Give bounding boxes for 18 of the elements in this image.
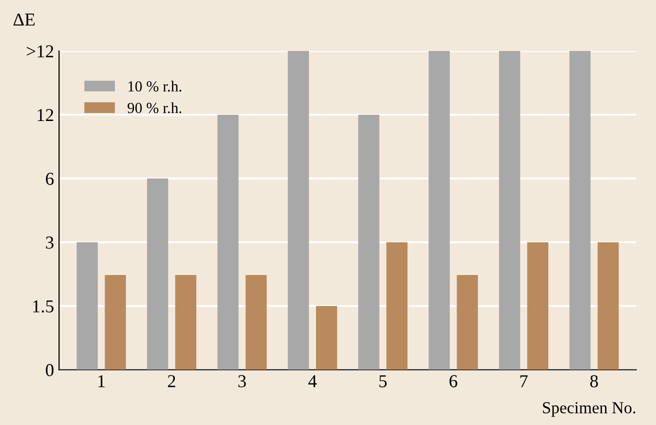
y-tick-label: 1.5 <box>33 300 54 313</box>
x-tick-label: 8 <box>590 375 598 388</box>
x-tick-label: 4 <box>308 375 317 388</box>
x-tick-label: 6 <box>450 375 458 388</box>
x-tick-label: 1 <box>98 375 105 388</box>
y-axis-title: ΔE <box>14 14 35 26</box>
y-tick-label: >12 <box>26 45 54 58</box>
legend-label: 10 % r.h. <box>128 80 182 92</box>
y-tick-label: 6 <box>46 172 54 185</box>
x-tick-label: 3 <box>238 375 246 388</box>
x-tick-label: 5 <box>379 375 387 388</box>
x-tick-label: 7 <box>520 375 528 388</box>
y-tick-label: 12 <box>38 109 54 122</box>
y-tick-label: 0 <box>46 364 54 376</box>
x-axis-title: Specimen No. <box>543 402 636 417</box>
y-tick-label: 3 <box>46 236 54 249</box>
legend-label: 90 % r.h. <box>128 102 182 114</box>
x-tick-label: 2 <box>168 375 176 388</box>
